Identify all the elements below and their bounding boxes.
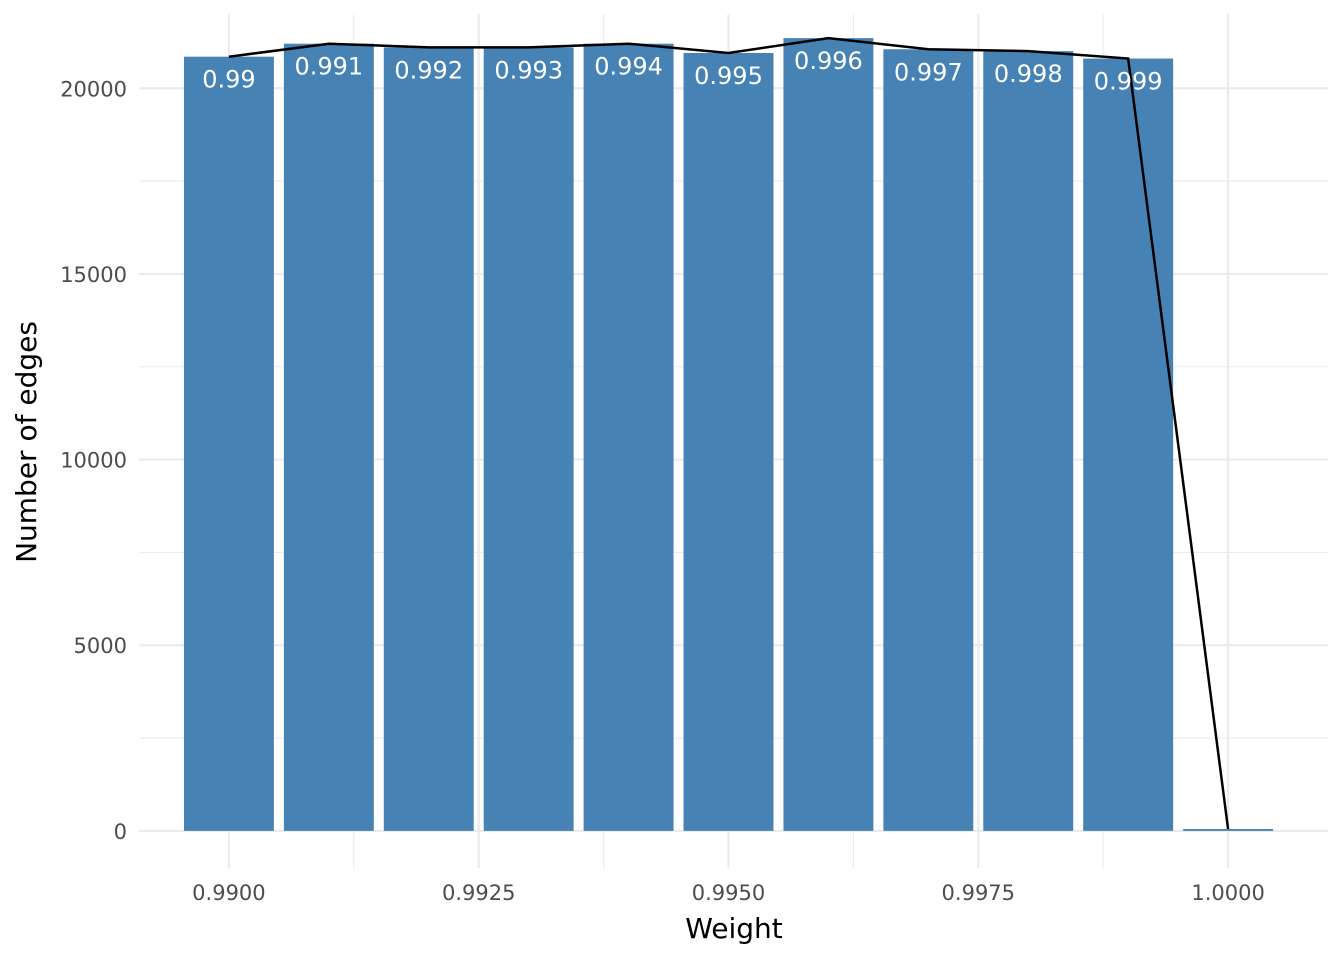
x-tick-label: 1.0000 [1191,881,1264,905]
bar [383,47,474,831]
bar-label: 0.997 [894,58,963,86]
bar [183,56,274,831]
bar-label: 0.999 [1094,68,1163,96]
bar-labels: 0.99 0.991 0.992 0.993 0.994 0.995 0.996 0.997 0… [202,47,1162,95]
y-tick-label: 0 [114,820,127,844]
x-tick-label: 0.9900 [192,881,265,905]
bar [983,51,1074,831]
x-tick-label: 0.9925 [442,881,515,905]
bar [1083,58,1174,831]
bar [283,43,374,831]
bar-label: 0.993 [494,56,563,84]
bar [1183,829,1274,831]
bar [883,49,974,831]
bar-label: 0.994 [594,53,663,81]
bar [583,43,674,831]
y-tick-labels: 0 5000 10000 15000 20000 [60,77,127,844]
bar [683,52,774,831]
count-line [228,36,1230,830]
bar-label: 0.991 [294,53,363,81]
y-tick-label: 10000 [60,449,127,473]
y-tick-label: 20000 [60,77,127,101]
y-axis-title: Number of edges [10,321,43,563]
bar [483,47,574,831]
x-tick-label: 0.9950 [692,881,765,905]
y-tick-label: 5000 [74,634,127,658]
line-overlay [228,36,1230,830]
bars [183,38,1274,831]
bar-label: 0.99 [202,66,255,94]
y-tick-label: 15000 [60,263,127,287]
x-tick-labels: 0.9900 0.9925 0.9950 0.9975 1.0000 [192,881,1265,905]
x-tick-label: 0.9975 [942,881,1015,905]
bar-label: 0.996 [794,47,863,75]
x-axis-title: Weight [685,912,783,945]
bar-label: 0.995 [694,62,763,90]
bar [783,38,874,831]
bar-label: 0.992 [394,56,463,84]
bar-label: 0.998 [994,60,1063,88]
